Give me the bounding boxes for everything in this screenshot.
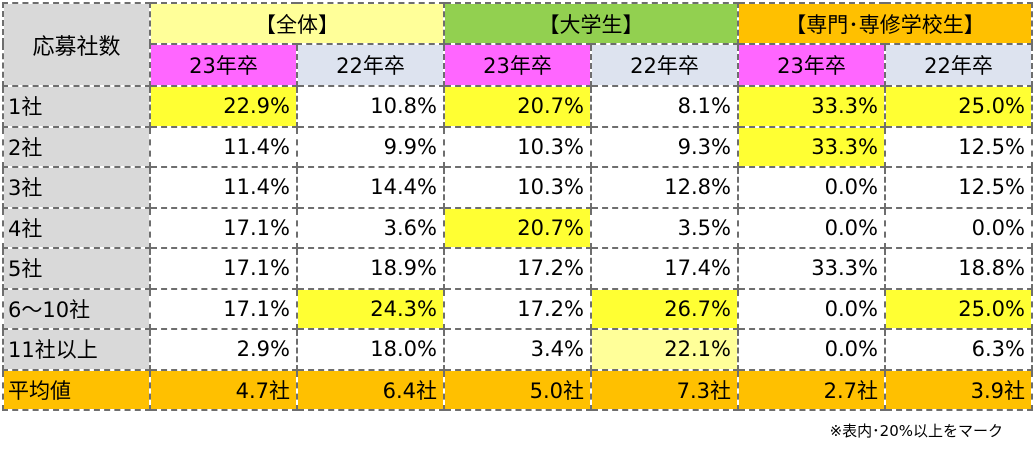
table-cell: 10.3% <box>443 166 592 209</box>
table-row: 2社 11.4% 9.9% 10.3% 9.3% 33.3% 12.5% <box>2 125 1033 168</box>
table-cell: 3.9社 <box>884 368 1033 411</box>
table-cell: 33.3% <box>737 85 886 128</box>
table-cell: 22.9% <box>149 85 298 128</box>
row-label: 6～10社 <box>2 287 151 330</box>
table-cell: 9.3% <box>590 125 739 168</box>
table-row: 5社 17.1% 18.9% 17.2% 17.4% 33.3% 18.8% <box>2 247 1033 290</box>
subheader-vocational-22: 22年卒 <box>884 43 1033 87</box>
table-cell: 6.4社 <box>296 368 445 411</box>
table-cell: 2.9% <box>149 328 298 371</box>
table-cell: 0.0% <box>737 328 886 371</box>
footnote: ※表内･20%以上をマーク <box>829 422 1003 440</box>
row-label: 5社 <box>2 247 151 290</box>
group-header-all: 【全体】 <box>149 2 445 45</box>
table-cell: 17.4% <box>590 247 739 290</box>
table-cell: 12.5% <box>884 166 1033 209</box>
table-cell: 6.3% <box>884 328 1033 371</box>
row-label: 4社 <box>2 206 151 249</box>
table-cell: 0.0% <box>884 206 1033 249</box>
table-cell: 12.8% <box>590 166 739 209</box>
subheader-vocational-23: 23年卒 <box>737 43 886 87</box>
table-cell: 18.8% <box>884 247 1033 290</box>
table-row: 1社 22.9% 10.8% 20.7% 8.1% 33.3% 25.0% <box>2 85 1033 128</box>
table-cell: 25.0% <box>884 85 1033 128</box>
subheader-all-22: 22年卒 <box>296 43 445 87</box>
table-cell: 17.1% <box>149 247 298 290</box>
table-cell: 10.8% <box>296 85 445 128</box>
table-row: 11社以上 2.9% 18.0% 3.4% 22.1% 0.0% 6.3% <box>2 328 1033 371</box>
table-cell: 33.3% <box>737 247 886 290</box>
table-cell: 17.2% <box>443 247 592 290</box>
table-cell: 22.1% <box>590 328 739 371</box>
corner-label: 応募社数 <box>2 2 151 87</box>
table-cell: 33.3% <box>737 125 886 168</box>
table-cell: 17.2% <box>443 287 592 330</box>
table-row: 3社 11.4% 14.4% 10.3% 12.8% 0.0% 12.5% <box>2 166 1033 209</box>
subheader-university-22: 22年卒 <box>590 43 739 87</box>
table-cell: 2.7社 <box>737 368 886 411</box>
table-row: 6～10社 17.1% 24.3% 17.2% 26.7% 0.0% 25.0% <box>2 287 1033 330</box>
table-cell: 18.0% <box>296 328 445 371</box>
table-cell: 5.0社 <box>443 368 592 411</box>
table-cell: 4.7社 <box>149 368 298 411</box>
row-label: 2社 <box>2 125 151 168</box>
table-cell: 24.3% <box>296 287 445 330</box>
row-label: 1社 <box>2 85 151 128</box>
row-label: 11社以上 <box>2 328 151 371</box>
table-cell: 0.0% <box>737 206 886 249</box>
table-cell: 0.0% <box>737 287 886 330</box>
table-cell: 20.7% <box>443 85 592 128</box>
table-cell: 11.4% <box>149 166 298 209</box>
subheader-all-23: 23年卒 <box>149 43 298 87</box>
table-cell: 3.4% <box>443 328 592 371</box>
data-table: 応募社数 【全体】 【大学生】 【専門･専修学校生】 23年卒 22年卒 23年… <box>2 2 1033 411</box>
subheader-row: 23年卒 22年卒 23年卒 22年卒 23年卒 22年卒 <box>3 43 1033 87</box>
table-row: 平均値 4.7社 6.4社 5.0社 7.3社 2.7社 3.9社 <box>2 368 1033 411</box>
table-cell: 12.5% <box>884 125 1033 168</box>
group-header-row: 応募社数 【全体】 【大学生】 【専門･専修学校生】 <box>2 2 1033 87</box>
table-cell: 9.9% <box>296 125 445 168</box>
table-cell: 18.9% <box>296 247 445 290</box>
table-cell: 10.3% <box>443 125 592 168</box>
table-cell: 17.1% <box>149 287 298 330</box>
table-cell: 7.3社 <box>590 368 739 411</box>
table-cell: 14.4% <box>296 166 445 209</box>
application-count-table: 応募社数 【全体】 【大学生】 【専門･専修学校生】 23年卒 22年卒 23年… <box>2 2 1033 411</box>
row-label: 平均値 <box>2 368 151 411</box>
group-header-vocational: 【専門･専修学校生】 <box>737 2 1033 45</box>
table-cell: 25.0% <box>884 287 1033 330</box>
table-cell: 26.7% <box>590 287 739 330</box>
table-cell: 11.4% <box>149 125 298 168</box>
group-header-university: 【大学生】 <box>443 2 739 45</box>
table-cell: 3.5% <box>590 206 739 249</box>
row-label: 3社 <box>2 166 151 209</box>
table-cell: 8.1% <box>590 85 739 128</box>
table-cell: 20.7% <box>443 206 592 249</box>
table-cell: 17.1% <box>149 206 298 249</box>
table-cell: 0.0% <box>737 166 886 209</box>
subheader-university-23: 23年卒 <box>443 43 592 87</box>
table-row: 4社 17.1% 3.6% 20.7% 3.5% 0.0% 0.0% <box>2 206 1033 249</box>
table-cell: 3.6% <box>296 206 445 249</box>
